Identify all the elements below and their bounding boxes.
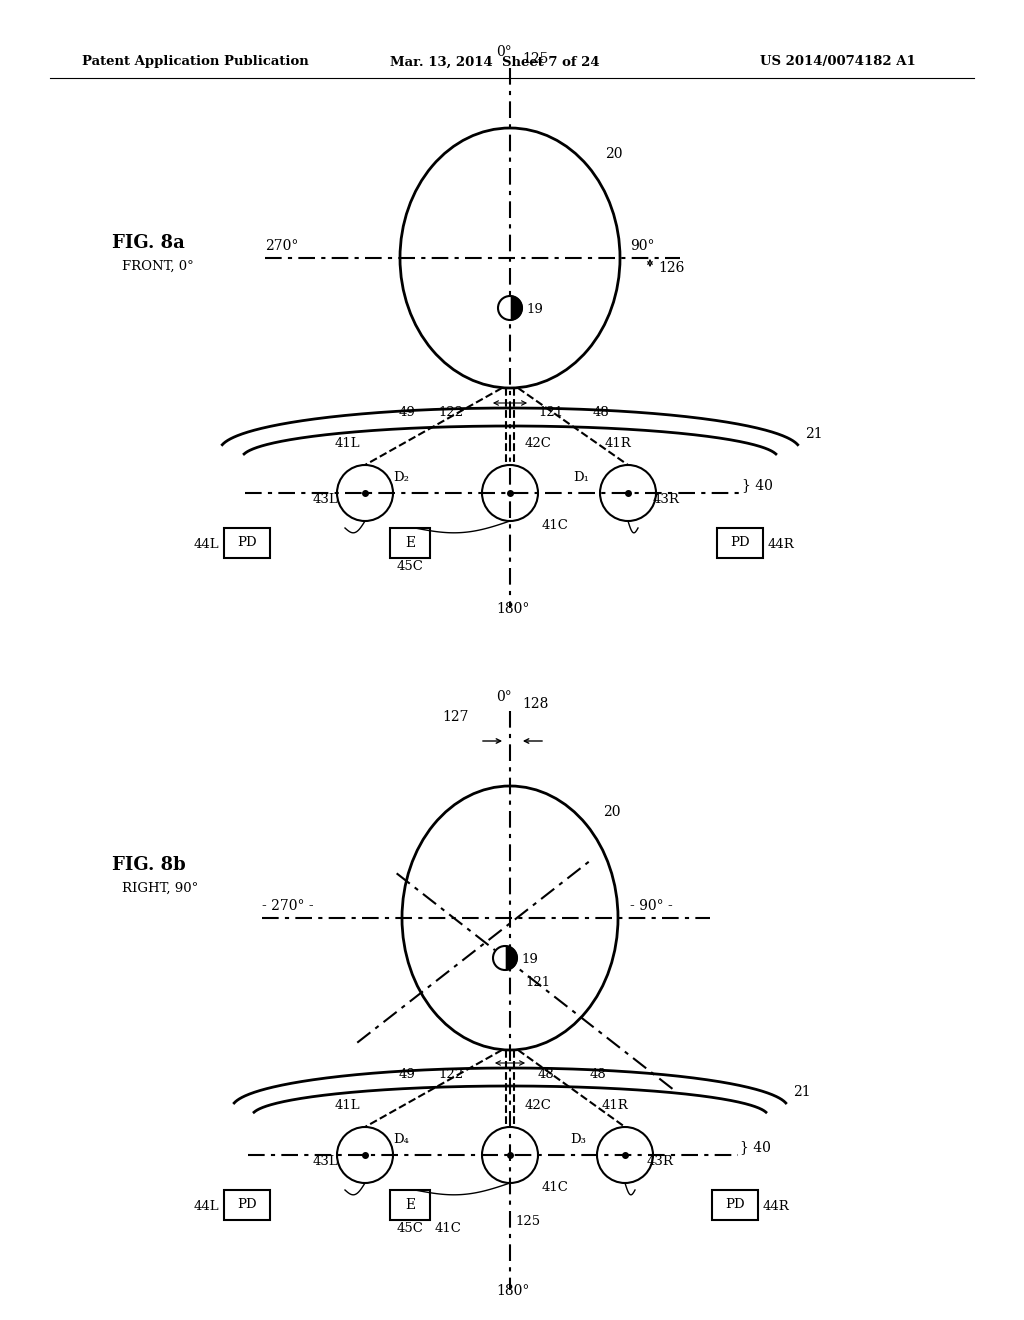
Text: 180°: 180° <box>496 1284 529 1298</box>
Text: 43L: 43L <box>313 1155 339 1168</box>
Text: 43L: 43L <box>313 492 339 506</box>
Text: D₄: D₄ <box>393 1133 409 1146</box>
Text: 41R: 41R <box>602 1100 629 1111</box>
Text: 48: 48 <box>538 1068 555 1081</box>
Text: Patent Application Publication: Patent Application Publication <box>82 55 309 69</box>
Text: 125: 125 <box>522 51 549 66</box>
FancyBboxPatch shape <box>224 1191 270 1220</box>
Text: 41C: 41C <box>542 1181 569 1195</box>
Text: FRONT, 0°: FRONT, 0° <box>122 260 194 273</box>
Text: 49: 49 <box>398 407 416 420</box>
Text: 125: 125 <box>515 1214 540 1228</box>
Text: 45C: 45C <box>396 560 424 573</box>
Text: - 270° -: - 270° - <box>262 899 313 913</box>
Text: D₃: D₃ <box>570 1133 586 1146</box>
Text: 122: 122 <box>438 1068 463 1081</box>
Polygon shape <box>493 946 505 970</box>
Text: 90°: 90° <box>630 239 654 253</box>
Text: 121: 121 <box>538 407 563 418</box>
Text: 270°: 270° <box>265 239 298 253</box>
Text: D₁: D₁ <box>573 471 589 484</box>
Polygon shape <box>498 296 510 319</box>
Text: 41C: 41C <box>435 1222 462 1236</box>
Text: FIG. 8b: FIG. 8b <box>112 855 185 874</box>
Text: 19: 19 <box>526 304 543 315</box>
Polygon shape <box>510 296 522 319</box>
Text: 44R: 44R <box>768 539 795 552</box>
Text: E: E <box>404 536 415 550</box>
Text: 127: 127 <box>442 710 469 723</box>
Text: 122: 122 <box>438 407 463 418</box>
Text: 0°: 0° <box>496 45 512 59</box>
Text: 42C: 42C <box>525 1100 552 1111</box>
FancyBboxPatch shape <box>390 1191 430 1220</box>
Text: 20: 20 <box>603 805 621 818</box>
Text: PD: PD <box>730 536 750 549</box>
Text: 0°: 0° <box>496 690 512 704</box>
Text: 41R: 41R <box>604 437 632 450</box>
Text: 44L: 44L <box>194 1200 219 1213</box>
Text: 48: 48 <box>593 407 609 420</box>
Text: 49: 49 <box>398 1068 416 1081</box>
Text: FIG. 8a: FIG. 8a <box>112 234 184 252</box>
Polygon shape <box>505 946 517 970</box>
FancyBboxPatch shape <box>390 528 430 558</box>
Text: 21: 21 <box>805 426 822 441</box>
Text: 42C: 42C <box>525 437 552 450</box>
Text: 41L: 41L <box>334 437 359 450</box>
Text: 43R: 43R <box>653 492 680 506</box>
Text: 121: 121 <box>525 975 550 989</box>
Text: 43R: 43R <box>647 1155 674 1168</box>
Text: 128: 128 <box>522 697 549 711</box>
Text: 44L: 44L <box>194 539 219 552</box>
Text: PD: PD <box>238 1199 257 1212</box>
Text: PD: PD <box>725 1199 744 1212</box>
FancyBboxPatch shape <box>712 1191 758 1220</box>
Text: 41C: 41C <box>542 519 569 532</box>
Text: D₂: D₂ <box>393 471 409 484</box>
FancyBboxPatch shape <box>224 528 270 558</box>
Text: PD: PD <box>238 536 257 549</box>
Text: } 40: } 40 <box>742 478 773 492</box>
Text: 21: 21 <box>793 1085 811 1100</box>
Text: 180°: 180° <box>496 602 529 616</box>
Text: 41L: 41L <box>334 1100 359 1111</box>
Text: 126: 126 <box>658 261 684 275</box>
Text: 20: 20 <box>605 147 623 161</box>
Text: E: E <box>404 1199 415 1212</box>
Text: 44R: 44R <box>763 1200 790 1213</box>
Text: - 90° -: - 90° - <box>630 899 673 913</box>
Text: 45C: 45C <box>396 1222 424 1236</box>
Text: 19: 19 <box>521 953 538 966</box>
Text: } 40: } 40 <box>740 1140 771 1154</box>
Text: RIGHT, 90°: RIGHT, 90° <box>122 882 199 895</box>
Text: 48: 48 <box>590 1068 606 1081</box>
Text: Mar. 13, 2014  Sheet 7 of 24: Mar. 13, 2014 Sheet 7 of 24 <box>390 55 600 69</box>
Text: US 2014/0074182 A1: US 2014/0074182 A1 <box>760 55 915 69</box>
FancyBboxPatch shape <box>717 528 763 558</box>
